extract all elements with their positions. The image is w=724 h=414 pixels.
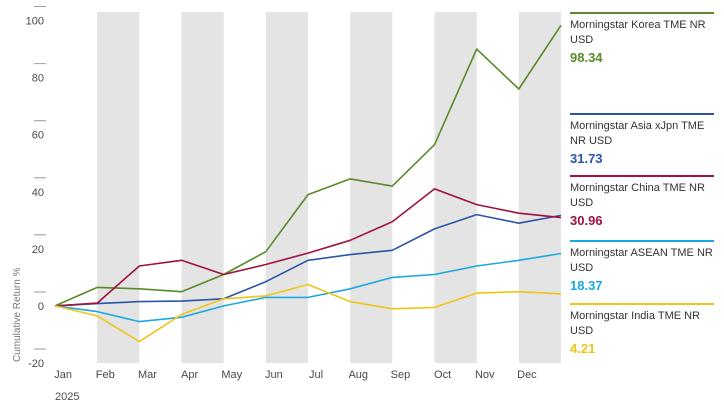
legend-value-china: 30.96	[570, 213, 603, 228]
month-band-apr	[181, 12, 224, 363]
x-tick-label-feb: Feb	[96, 369, 115, 381]
legend-value-india: 4.21	[570, 341, 596, 356]
series-line-0	[54, 24, 562, 307]
month-band-feb	[97, 12, 140, 363]
y-tick-label: 40	[32, 187, 44, 199]
y-axis-title: Cumulative Return %	[12, 267, 23, 362]
y-tick-label: 60	[32, 130, 44, 142]
legend-name-asia-xjpn: Morningstar Asia xJpn TME NR USD	[570, 120, 705, 147]
legend-item-asia-xjpn: Morningstar Asia xJpn TME NR USD 31.73	[570, 113, 714, 167]
x-axis-year-label: 2025	[55, 391, 79, 403]
series-line-2	[54, 188, 562, 307]
series-lines	[54, 24, 562, 343]
legend: Morningstar Korea TME NR USD 98.34 Morni…	[570, 12, 720, 412]
x-tick-label-jul: Jul	[309, 369, 323, 381]
y-tick-label: 80	[32, 73, 44, 85]
legend-item-asean: Morningstar ASEAN TME NR USD 18.37	[570, 240, 714, 294]
y-tick-label: -20	[28, 358, 44, 370]
y-tick-label: 100	[26, 16, 44, 28]
month-band-jun	[265, 12, 308, 363]
y-tick-label: 0	[38, 301, 44, 313]
x-tick-label-mar: Mar	[138, 369, 157, 381]
legend-rule-asia-xjpn	[570, 113, 714, 115]
legend-name-asean: Morningstar ASEAN TME NR USD	[570, 247, 713, 274]
legend-rule-china	[570, 175, 714, 177]
month-band-dec	[518, 12, 561, 363]
line-chart: -20 0 20 40 60 80 100 Jan Feb Mar Apr May Jun Jul Aug…	[12, 6, 562, 403]
legend-item-china: Morningstar China TME NR USD 30.96	[570, 175, 714, 229]
series-line-1	[54, 213, 562, 307]
legend-value-korea: 98.34	[570, 50, 603, 65]
y-axis: -20 0 20 40 60 80 100	[26, 6, 46, 370]
legend-value-asean: 18.37	[570, 278, 603, 293]
x-axis: Jan Feb Mar Apr May Jun Jul Aug Sep Oct Nov Dec	[54, 369, 537, 381]
series-line-4	[54, 283, 562, 343]
x-tick-label-sep: Sep	[391, 369, 411, 381]
x-tick-label-aug: Aug	[348, 369, 368, 381]
x-tick-label-nov: Nov	[475, 369, 495, 381]
legend-rule-asean	[570, 240, 714, 242]
x-tick-label-jan: Jan	[54, 369, 72, 381]
legend-name-korea: Morningstar Korea TME NR USD	[570, 19, 706, 46]
month-band-aug	[350, 12, 393, 363]
x-tick-label-oct: Oct	[434, 369, 451, 381]
legend-rule-india	[570, 303, 714, 305]
legend-item-korea: Morningstar Korea TME NR USD 98.34	[570, 12, 714, 66]
legend-value-asia-xjpn: 31.73	[570, 151, 603, 166]
legend-rule-korea	[570, 12, 714, 14]
legend-item-india: Morningstar India TME NR USD 4.21	[570, 303, 714, 357]
x-tick-label-apr: Apr	[181, 369, 198, 381]
x-tick-label-may: May	[221, 369, 242, 381]
legend-name-china: Morningstar China TME NR USD	[570, 182, 705, 209]
legend-name-india: Morningstar India TME NR USD	[570, 310, 701, 337]
x-tick-label-jun: Jun	[265, 369, 283, 381]
x-tick-label-dec: Dec	[517, 369, 537, 381]
series-line-3	[54, 252, 562, 323]
y-tick-label: 20	[32, 244, 44, 256]
